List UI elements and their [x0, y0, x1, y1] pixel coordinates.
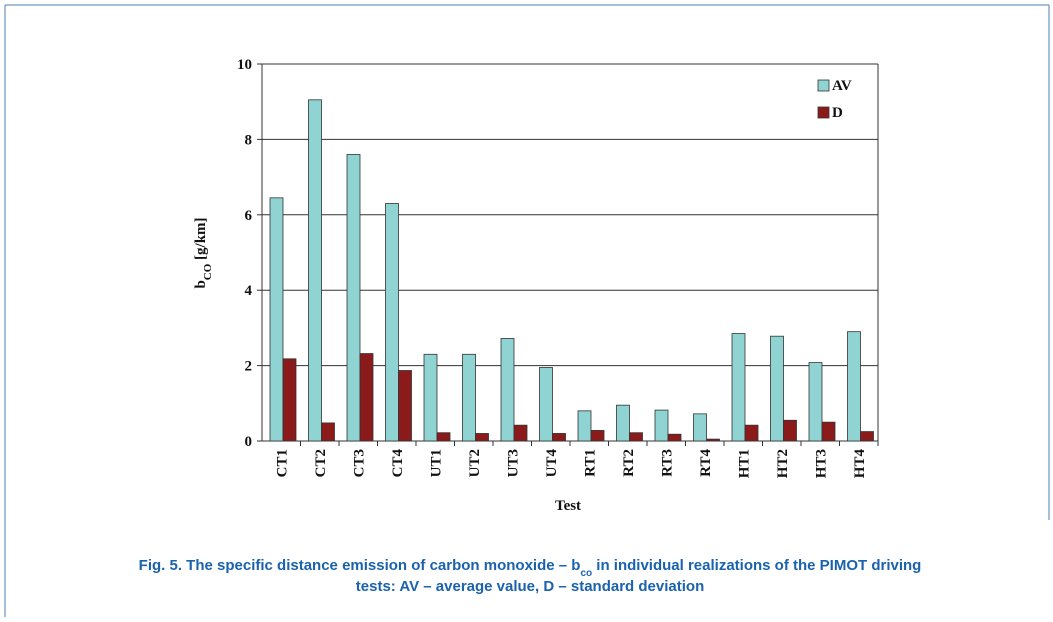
y-axis-label: bCO [g/km]	[193, 217, 214, 288]
bar	[731, 333, 746, 442]
bar	[346, 154, 361, 442]
x-tick-label: RT3	[659, 449, 675, 477]
legend-swatch	[817, 79, 830, 92]
bar	[847, 331, 861, 442]
y-tick-label: 4	[245, 283, 253, 299]
caption: Fig. 5. The specific distance emission o…	[139, 557, 922, 579]
bar	[321, 422, 335, 442]
bar	[462, 353, 476, 442]
y-tick-label: 0	[245, 434, 253, 450]
bar	[616, 404, 630, 442]
x-tick-label: CT1	[274, 449, 290, 477]
bar	[654, 409, 669, 442]
bar	[590, 430, 605, 442]
bar	[706, 438, 720, 442]
bar	[359, 353, 374, 442]
bar	[398, 370, 412, 442]
bar	[808, 362, 823, 442]
x-tick-label: UT1	[428, 449, 444, 477]
x-tick-label: UT3	[505, 449, 521, 477]
y-tick-label: 10	[237, 57, 252, 73]
y-tick-label: 2	[245, 359, 253, 375]
bar	[436, 432, 451, 442]
bar	[667, 433, 682, 442]
bar	[629, 432, 643, 442]
bar	[552, 433, 566, 442]
x-tick-label: RT2	[621, 449, 637, 477]
bar	[860, 431, 874, 442]
x-tick-label: UT4	[544, 449, 560, 478]
bar	[577, 410, 592, 442]
y-tick-label: 8	[245, 132, 253, 148]
legend-label: D	[832, 105, 843, 121]
x-tick-label: CT4	[390, 449, 406, 478]
x-tick-label: UT2	[467, 449, 483, 477]
x-tick-label: RT4	[698, 449, 714, 477]
x-tick-label: CT2	[313, 449, 329, 477]
x-tick-label: HT2	[775, 449, 791, 478]
bar	[475, 433, 489, 442]
bar	[539, 367, 553, 442]
x-tick-label: RT1	[582, 449, 598, 477]
y-tick-label: 6	[245, 208, 253, 224]
bar	[385, 203, 399, 442]
x-axis-label: Test	[555, 498, 581, 514]
bar	[693, 413, 707, 442]
bar	[500, 338, 515, 442]
x-tick-label: CT3	[351, 449, 367, 477]
bar	[744, 424, 759, 442]
caption: tests: AV – average value, D – standard …	[356, 578, 704, 595]
bar	[423, 353, 438, 442]
bar	[269, 197, 284, 442]
bar	[821, 421, 836, 442]
bar	[783, 419, 797, 442]
bar	[770, 335, 784, 442]
x-tick-label: HT1	[736, 449, 752, 478]
bar	[282, 358, 297, 442]
bar	[513, 424, 528, 442]
x-tick-label: HT4	[852, 449, 868, 479]
x-tick-label: HT3	[813, 449, 829, 478]
legend-swatch	[817, 106, 830, 119]
bar	[308, 99, 322, 442]
legend-label: AV	[832, 78, 852, 94]
